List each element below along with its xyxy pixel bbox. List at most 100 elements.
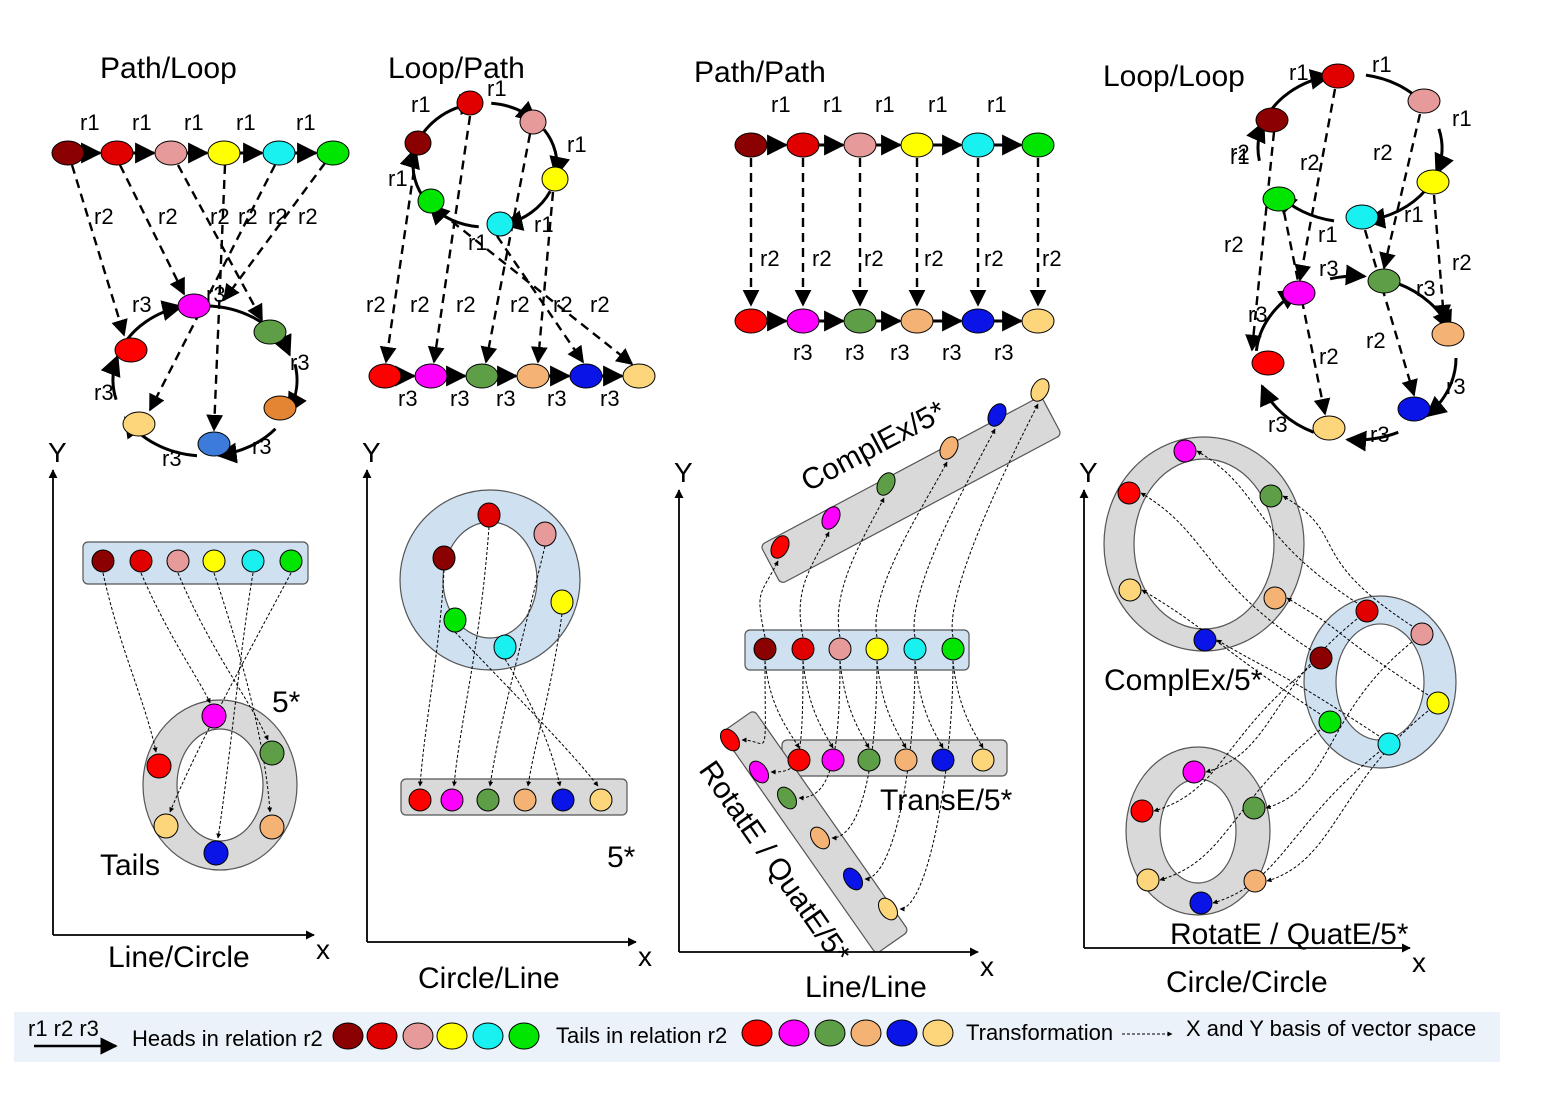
axis-x-label: x <box>980 951 994 982</box>
transformation-arrow <box>875 461 948 638</box>
panel-caption: Line/Line <box>805 971 927 1004</box>
relation-label: r2 <box>510 292 530 317</box>
tail-node <box>843 308 877 334</box>
transformation-arrow <box>799 531 830 638</box>
panel-title: Path/Loop <box>100 52 237 85</box>
relation-label: r3 <box>1268 412 1288 437</box>
transformation-arrow <box>741 660 766 744</box>
relation-label: r1 <box>1318 222 1338 247</box>
axis-x-label: x <box>316 934 330 965</box>
transformation-arrow <box>140 572 211 704</box>
tail-node <box>1182 760 1206 784</box>
legend-head-node <box>508 1022 540 1050</box>
relation-label: r3 <box>290 350 310 375</box>
panel-title: Path/Path <box>694 56 826 89</box>
relation-label: r3 <box>398 386 418 411</box>
legend-head-node <box>366 1022 398 1050</box>
relation-label: r1 <box>132 110 152 135</box>
transformation-arrow <box>417 569 445 787</box>
relation-label: r2 <box>238 204 258 229</box>
relation-label: r2 <box>1319 344 1339 369</box>
head-node <box>202 549 226 573</box>
tail-node <box>1030 378 1050 402</box>
head-node <box>456 90 484 116</box>
transformation-arrow <box>1282 495 1413 627</box>
tail-node <box>842 867 864 891</box>
tail-node <box>961 308 995 334</box>
tail-node <box>476 788 500 812</box>
tail-node <box>114 337 148 363</box>
tail-node <box>569 363 603 389</box>
transformation-arrow <box>1286 597 1429 696</box>
head-node <box>1321 63 1355 89</box>
model-label: TransE/5* <box>880 784 1013 817</box>
tail-node <box>1173 439 1197 463</box>
transformation-arrow <box>526 613 563 787</box>
legend-heads-label: Heads in relation r2 <box>132 1026 323 1051</box>
relation-label: r1 <box>1404 202 1424 227</box>
transformation-arrow <box>837 497 885 638</box>
tail-node <box>263 395 297 421</box>
tail-node <box>1189 891 1213 915</box>
tail-node <box>1259 484 1283 508</box>
relation-label: r3 <box>132 292 152 317</box>
relation-label: r3 <box>547 386 567 411</box>
transformation-arrow <box>1141 589 1321 715</box>
transformation-arrow <box>454 631 599 787</box>
legend-tails-label: Tails in relation r2 <box>556 1023 727 1048</box>
relation-label: r2 <box>1366 328 1386 353</box>
tail-node <box>408 788 432 812</box>
axis-x-label: x <box>638 941 652 972</box>
relation-label: r1 <box>823 92 843 117</box>
legend-tail-node <box>922 1019 954 1047</box>
tail-node <box>734 308 768 334</box>
tail-node <box>1136 868 1160 892</box>
complex-embedding-ring <box>1103 436 1305 652</box>
relation-label: r2 <box>553 292 573 317</box>
head-node <box>786 132 820 158</box>
tail-node <box>122 411 156 437</box>
head-node <box>477 502 501 528</box>
transformation-arrow <box>864 660 916 882</box>
tail-node <box>622 363 656 389</box>
tail-node <box>414 363 448 389</box>
r2-dashed-arrow <box>530 191 555 364</box>
head-node <box>1255 107 1289 133</box>
r2-dashed-arrow <box>1245 131 1276 352</box>
tail-node <box>177 293 211 319</box>
tail-node <box>551 788 575 812</box>
tails-embedding-ring <box>142 699 298 871</box>
axis-y-label: Y <box>674 457 693 488</box>
relation-label: r2 <box>410 292 430 317</box>
tail-node <box>253 319 287 345</box>
tail-node <box>1431 321 1465 347</box>
tail-node <box>787 748 811 772</box>
head-node <box>828 637 852 661</box>
relation-label: r3 <box>1319 256 1339 281</box>
legend-tail-node <box>814 1019 846 1047</box>
relation-label: r1 <box>1372 52 1392 77</box>
transformation-arrow <box>876 660 907 749</box>
tail-node <box>1117 481 1141 505</box>
head-node <box>1407 88 1441 114</box>
transformation-arrow <box>952 660 984 749</box>
relation-arrow <box>1434 128 1454 176</box>
tail-node <box>1282 280 1316 306</box>
tails-label: Tails <box>100 849 160 882</box>
relation-label: r1 <box>1452 106 1472 131</box>
tail-node <box>1118 578 1142 602</box>
transformation-arrow <box>488 545 546 787</box>
relation-arrow <box>1345 430 1399 452</box>
transformation-arrow <box>216 572 254 839</box>
tail-node <box>786 308 820 334</box>
relation-label: r3 <box>942 340 962 365</box>
transformation-arrow <box>798 660 841 801</box>
r2-dashed-arrow <box>1294 88 1337 282</box>
relation-label: r3 <box>1370 422 1390 447</box>
transformation-arrow <box>102 572 158 753</box>
relation-label: r1 <box>1289 60 1309 85</box>
head-node <box>1345 204 1379 230</box>
r2-dashed-arrow <box>480 133 532 364</box>
tail-node <box>516 363 550 389</box>
head-node <box>443 607 467 633</box>
